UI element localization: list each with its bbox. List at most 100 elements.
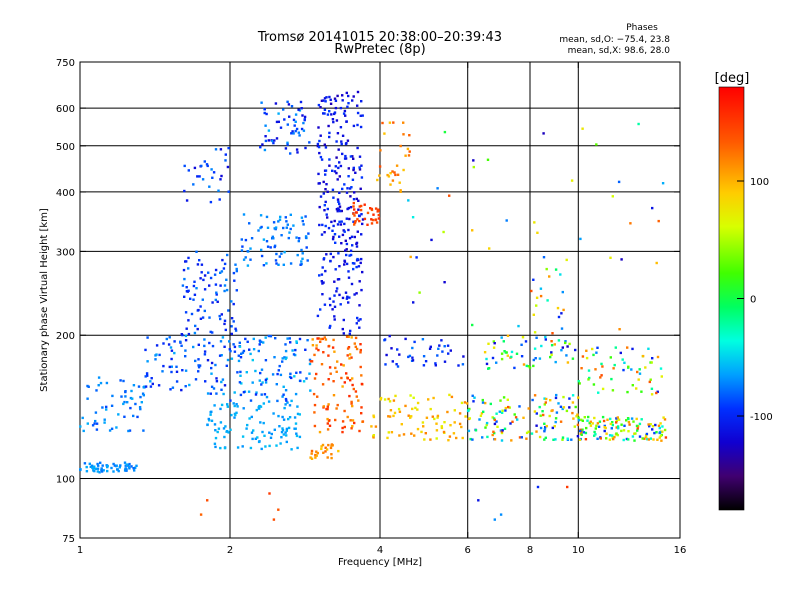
data-point-225: [202, 278, 205, 282]
data-point-870: [347, 301, 350, 304]
data-point-283: [218, 314, 221, 318]
data-point-357: [227, 431, 230, 434]
data-point-561: [285, 226, 288, 229]
data-point-475: [249, 399, 253, 402]
data-point-315: [198, 175, 201, 178]
data-point-227: [193, 280, 196, 283]
data-point-1552: [652, 438, 655, 441]
data-point-114: [138, 406, 142, 409]
data-point-453: [259, 371, 262, 375]
data-point-1162: [387, 175, 391, 178]
data-point-1658: [587, 378, 590, 381]
data-point-583: [241, 245, 244, 248]
data-point-681: [274, 102, 278, 105]
data-point-407: [293, 416, 297, 419]
data-point-1336: [535, 424, 538, 427]
data-point-107: [130, 389, 133, 393]
data-point-1231: [447, 439, 450, 442]
data-point-101: [123, 400, 126, 404]
data-point-1156: [391, 179, 395, 182]
data-point-1053: [344, 114, 347, 117]
data-point-284: [207, 271, 210, 274]
data-point-1146: [378, 174, 381, 177]
data-point-532: [299, 371, 302, 374]
data-point-353: [233, 416, 236, 419]
data-point-437: [277, 414, 280, 418]
data-point-902: [343, 260, 347, 263]
data-point-41: [79, 468, 82, 472]
data-point-1210: [414, 406, 417, 410]
data-point-1103: [338, 161, 341, 164]
data-point-1637: [622, 368, 625, 372]
data-point-951: [348, 187, 352, 190]
data-point-626: [277, 263, 280, 266]
data-point-369: [261, 430, 264, 434]
data-point-1728: [618, 328, 621, 331]
data-point-427: [219, 407, 222, 411]
data-point-623: [292, 224, 295, 227]
data-point-1122: [353, 221, 357, 224]
data-point-1272: [443, 360, 447, 363]
data-point-546: [294, 392, 298, 396]
data-point-399: [298, 435, 302, 439]
data-point-1724: [542, 132, 545, 135]
data-point-1289: [396, 365, 400, 368]
data-point-204: [197, 370, 200, 373]
data-point-941: [345, 248, 348, 251]
data-point-418: [268, 431, 271, 434]
data-point-1401: [481, 398, 484, 402]
data-point-456: [267, 400, 271, 403]
data-point-671: [284, 147, 288, 150]
data-point-621: [300, 260, 303, 263]
data-point-1343: [551, 426, 554, 430]
data-point-960: [324, 188, 327, 191]
data-point-1360: [554, 438, 557, 441]
data-point-435: [241, 435, 245, 438]
data-point-1737: [477, 499, 480, 502]
data-point-819: [354, 345, 357, 348]
data-point-873: [346, 295, 349, 298]
data-point-1569: [635, 417, 638, 421]
data-point-1097: [358, 166, 361, 169]
data-point-685: [294, 113, 298, 116]
data-point-1517: [620, 429, 623, 433]
data-point-996: [352, 198, 356, 201]
data-point-280: [235, 267, 238, 271]
data-point-845: [344, 291, 348, 294]
data-point-1700: [411, 216, 415, 219]
data-point-426: [224, 425, 227, 428]
data-point-512: [239, 393, 243, 397]
data-point-863: [349, 253, 353, 257]
data-point-410: [285, 429, 288, 432]
data-point-324: [220, 174, 223, 178]
data-point-1261: [429, 345, 432, 348]
data-point-1338: [493, 422, 497, 426]
data-point-1502: [609, 417, 612, 421]
data-point-433: [220, 403, 224, 407]
data-point-525: [240, 382, 243, 385]
data-point-1173: [440, 425, 443, 428]
data-point-821: [323, 336, 326, 339]
data-point-479: [269, 335, 273, 338]
data-point-1208: [436, 414, 440, 418]
data-point-80: [97, 384, 100, 387]
chart-subtitle: RwPretec (8p): [334, 42, 425, 57]
data-point-1584: [591, 422, 594, 425]
data-point-1698: [661, 182, 665, 185]
data-point-811: [322, 405, 325, 408]
data-point-905: [328, 164, 331, 167]
data-point-1200: [464, 415, 467, 418]
data-point-408: [285, 440, 288, 444]
data-point-1663: [587, 369, 591, 372]
data-point-587: [301, 252, 304, 255]
data-point-1195: [398, 410, 402, 413]
data-point-616: [302, 223, 305, 226]
data-point-1339: [538, 435, 542, 439]
data-point-293: [200, 271, 203, 274]
data-point-218: [201, 298, 204, 301]
data-point-684: [297, 108, 300, 111]
data-point-650: [275, 120, 279, 124]
data-point-558: [266, 245, 270, 248]
data-point-1086: [335, 119, 339, 122]
data-point-1333: [571, 411, 574, 415]
